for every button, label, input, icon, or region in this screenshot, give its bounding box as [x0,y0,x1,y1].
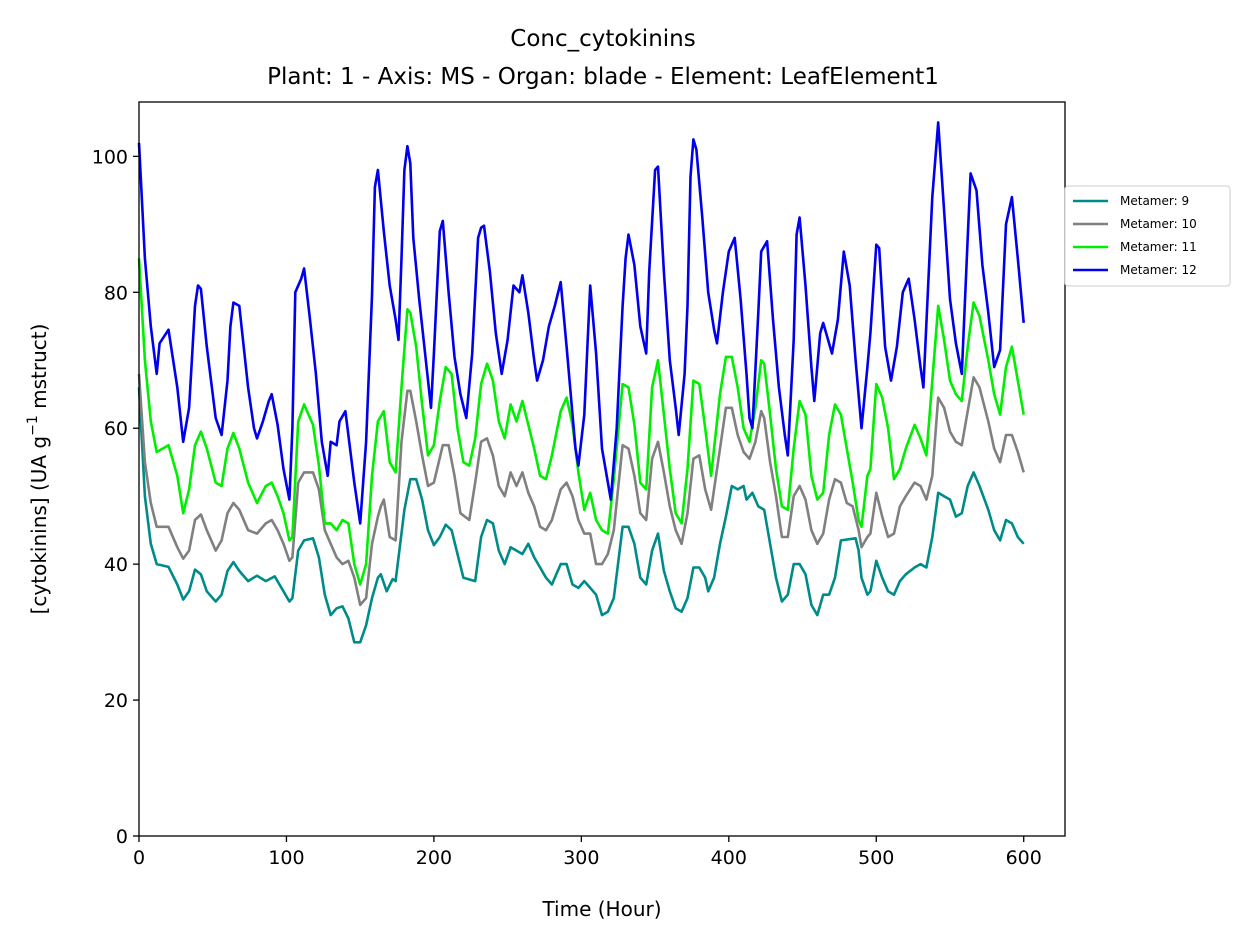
x-axis-ticks: 0 100 200 300 400 500 600 [133,836,1042,869]
x-tick-label: 300 [563,847,599,869]
plot-area [137,101,1066,837]
series-line-3 [137,258,1025,586]
legend-label: Metamer: 12 [1120,263,1197,277]
series-line-4 [137,121,1025,525]
x-tick-label: 500 [858,847,894,869]
x-tick-label: 400 [711,847,747,869]
plot-frame [138,101,1066,837]
legend-label: Metamer: 9 [1120,194,1189,208]
y-axis-label-exponent: −1 [25,415,41,436]
y-axis-ticks: 0 20 40 60 80 100 [92,146,139,848]
legend-box [1064,185,1231,287]
chart-subtitle: Plant: 1 - Axis: MS - Organ: blade - Ele… [267,64,939,90]
y-tick-label: 40 [104,554,128,576]
y-axis-label-unit: mstruct) [27,324,51,416]
y-tick-label: 60 [104,418,128,440]
y-tick-label: 0 [116,826,128,848]
legend-entries: Metamer: 9 Metamer: 10 Metamer: 11 Metamer:… [1073,194,1197,277]
x-tick-label: 600 [1006,847,1042,869]
plot-background [139,102,1065,836]
x-tick-label: 0 [133,847,145,869]
y-axis-label-main: [cytokinins] (UA g [27,436,51,615]
y-tick-label: 100 [92,146,128,168]
series-line-1 [137,387,1025,644]
series-layer [137,121,1025,644]
x-axis-label: Time (Hour) [541,897,661,921]
x-tick-label: 200 [416,847,452,869]
legend-label: Metamer: 10 [1120,217,1197,231]
y-axis-label: [cytokinins] (UA g−1 mstruct) [25,324,51,615]
legend-label: Metamer: 11 [1120,240,1197,254]
y-tick-label: 80 [104,282,128,304]
legend: Metamer: 9 Metamer: 10 Metamer: 11 Metamer:… [1064,185,1231,287]
y-tick-label: 20 [104,690,128,712]
chart-title: Conc_cytokinins [510,26,695,52]
x-tick-label: 100 [268,847,304,869]
series-line-2 [137,373,1025,607]
